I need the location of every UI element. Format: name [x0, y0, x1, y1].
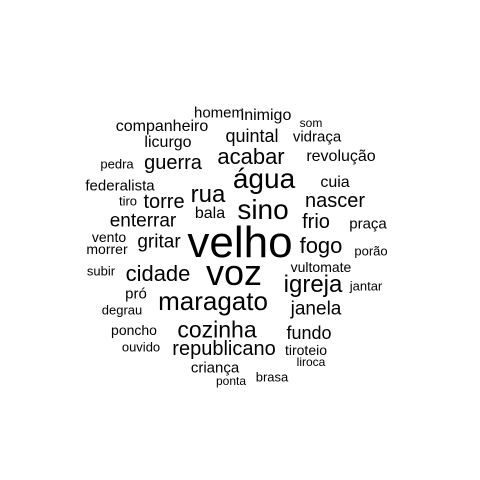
word-maragato: maragato — [158, 286, 268, 316]
word-velho: velho — [187, 218, 293, 267]
word-jantar: jantar — [349, 278, 383, 294]
word-quintal: quintal — [225, 126, 279, 146]
word-republicano: republicano — [172, 338, 276, 360]
word-rua: rua — [190, 181, 226, 208]
word-cidade: cidade — [125, 261, 191, 286]
word-federalista: federalista — [85, 177, 155, 195]
word-pedra: pedra — [100, 156, 134, 172]
word-torre: torre — [143, 191, 185, 213]
word-enterrar: enterrar — [109, 210, 177, 232]
word-brasa: brasa — [255, 369, 289, 385]
word-janela: janela — [290, 298, 342, 320]
word-gritar: gritar — [137, 231, 181, 253]
word-voz: voz — [205, 252, 263, 293]
word-porao: porão — [354, 243, 388, 259]
word-praca: praça — [349, 215, 387, 233]
word-vultomate: vultomate — [290, 259, 352, 275]
word-frio: frio — [302, 211, 330, 233]
word-vento: vento — [91, 229, 127, 245]
word-nascer: nascer — [304, 190, 366, 212]
word-cuia: cuia — [320, 174, 350, 191]
word-subir: subir — [86, 263, 116, 279]
word-liroca: liroca — [296, 355, 326, 369]
word-ouvido: ouvido — [121, 339, 161, 355]
word-vidraca: vidraça — [292, 128, 342, 146]
word-agua: água — [232, 163, 296, 194]
word-ponta: ponta — [215, 374, 247, 388]
word-tiroteio: tiroteio — [284, 342, 328, 358]
word-crianca: criança — [190, 359, 240, 377]
word-tiro: tiro — [118, 193, 138, 209]
word-revolucao: revolução — [306, 148, 376, 165]
word-sino: sino — [237, 194, 289, 225]
word-morrer: morrer — [86, 241, 128, 257]
word-degrau: degrau — [101, 302, 143, 318]
word-homem: homem — [193, 104, 245, 122]
word-inimigo: inimigo — [240, 107, 292, 124]
word-guerra: guerra — [144, 152, 202, 174]
word-pro: pró — [125, 285, 147, 303]
word-fundo: fundo — [286, 323, 332, 343]
word-companheiro: companheiro — [115, 118, 209, 135]
word-poncho: poncho — [111, 322, 157, 338]
word-fogo: fogo — [299, 233, 343, 258]
word-som: som — [299, 116, 323, 130]
word-igreja: igreja — [283, 271, 343, 298]
word-acabar: acabar — [217, 144, 285, 169]
word-cozinha: cozinha — [177, 316, 257, 343]
word-licurgo: licurgo — [144, 134, 192, 151]
word-bala: bala — [194, 205, 226, 222]
